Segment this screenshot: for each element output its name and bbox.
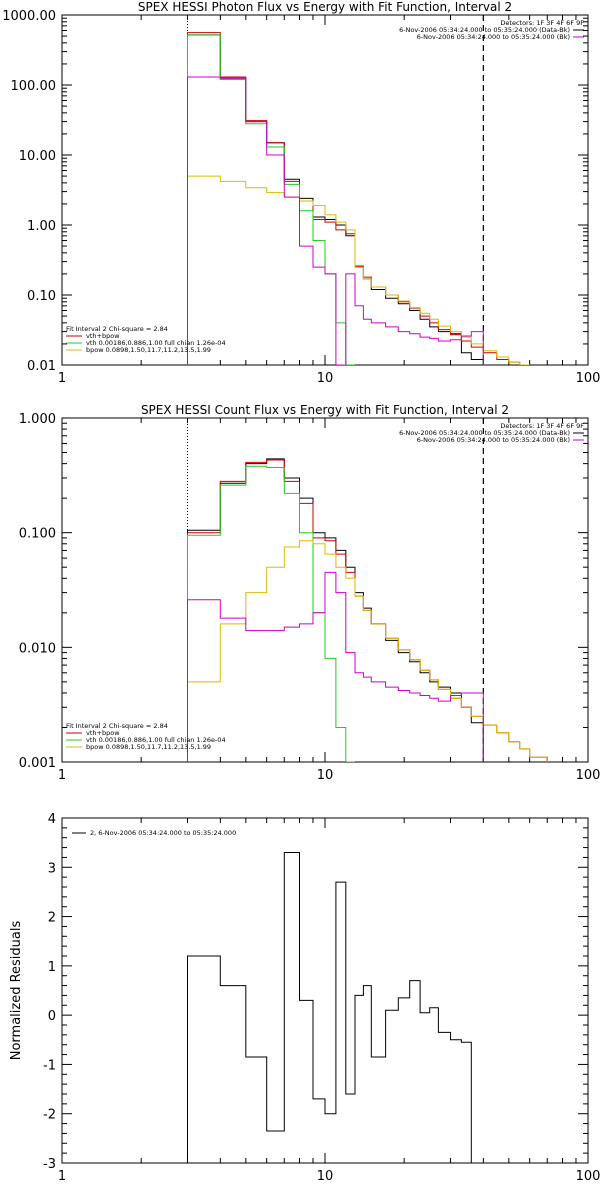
- series-vth-bpow: [187, 32, 530, 365]
- legend-entry: Detectors: 1F 3F 4F 6F 9F: [500, 422, 584, 430]
- y-tick-label: 10.00: [19, 149, 56, 164]
- x-tick-label: 1: [58, 371, 66, 386]
- legend-entry: Fit Interval 2 Chi-square = 2.84: [66, 722, 168, 730]
- y-axis: 0.001 0.010 0.100 1.000: [19, 412, 588, 771]
- legend-entry: vth 0.00186,0.886,1.00 full chian 1.26e-…: [86, 339, 226, 347]
- series-group: [187, 32, 530, 365]
- x-tick-label: 1: [58, 1169, 66, 1184]
- legend-entry: vth+bpow: [86, 332, 120, 340]
- y-tick-label: 100.00: [11, 79, 57, 94]
- series-group: [187, 458, 548, 762]
- y-tick-label: -3: [43, 1157, 56, 1172]
- series-vth-bpow: [187, 459, 548, 762]
- y-tick-label: 3: [48, 861, 56, 876]
- y-tick-label: 0.10: [27, 289, 56, 304]
- legend-entry: vth 0.00186,0.886,1.00 full chian 1.26e-…: [86, 736, 226, 744]
- plot-frame: [61, 14, 589, 366]
- chart-title: SPEX HESSI Count Flux vs Energy with Fit…: [141, 403, 509, 417]
- legend-entry: vth+bpow: [86, 729, 120, 737]
- y-tick-label: 1: [48, 960, 56, 975]
- series-bpow: [187, 175, 530, 365]
- series-bpow: [187, 540, 548, 762]
- series-vth: [187, 34, 355, 365]
- legend-bottom-left: Fit Interval 2 Chi-square = 2.84vth+bpow…: [66, 722, 226, 751]
- y-tick-label: 0.001: [19, 756, 56, 771]
- x-tick-label: 100: [576, 1169, 600, 1184]
- y-tick-label: 0.01: [27, 359, 56, 374]
- y-axis-label: Normalized Residuals: [9, 921, 24, 1061]
- y-tick-label: 2: [48, 911, 56, 926]
- x-tick-label: 1: [58, 768, 66, 783]
- series-vth: [187, 465, 355, 762]
- x-tick-label: 10: [317, 1169, 334, 1184]
- x-tick-label: 100: [576, 371, 600, 386]
- y-tick-label: -2: [43, 1108, 56, 1123]
- x-tick-label: 10: [317, 768, 334, 783]
- y-tick-label: 0.100: [19, 527, 56, 542]
- y-axis: 0.01 0.10 1.00 10.00 100.00 1000.00: [2, 9, 588, 374]
- chart-2: SPEX HESSI Count Flux vs Energy with Fit…: [19, 403, 600, 783]
- legend-top-right: Detectors: 1F 3F 4F 6F 9F6-Nov-2006 05:3…: [399, 422, 584, 444]
- legend-entry: Detectors: 1F 3F 4F 6F 9F: [500, 19, 584, 27]
- chart-1: SPEX HESSI Photon Flux vs Energy with Fi…: [2, 0, 600, 386]
- y-tick-label: 4: [48, 812, 56, 827]
- y-tick-label: 1.000: [19, 412, 56, 427]
- legend-entry: 6-Nov-2006 05:34:24.000 to 05:35:24.000 …: [417, 33, 570, 41]
- series-group: [187, 852, 484, 1163]
- x-axis: 1 10 100: [58, 818, 600, 1184]
- chart-3: 1 10 100 -3 -2 -1 0 1 2 3 4 Normalized Residuals 2, …: [9, 812, 600, 1184]
- chart-title: SPEX HESSI Photon Flux vs Energy with Fi…: [138, 0, 512, 14]
- legend-entry: bpow 0.0898,1.50,11.7,11.2,13.5,1.99: [86, 743, 211, 751]
- series-bk: [187, 571, 484, 762]
- legend-bottom-left: Fit Interval 2 Chi-square = 2.84vth+bpow…: [66, 325, 226, 354]
- x-axis: 1 10 100: [58, 15, 600, 386]
- legend-top-right: Detectors: 1F 3F 4F 6F 9F6-Nov-2006 05:3…: [399, 19, 584, 41]
- x-tick-label: 10: [317, 371, 334, 386]
- y-tick-label: 1.00: [27, 219, 56, 234]
- legend-entry: 6-Nov-2006 05:34:24.000 to 05:35:24.000 …: [399, 26, 570, 34]
- legend-residual: 2, 6-Nov-2006 05:34:24.000 to 05:35:24.0…: [72, 829, 236, 837]
- y-tick-label: 0.010: [19, 641, 56, 656]
- series-2-6-nov-2006-05-34-24-000-to-05-35-24-000: [187, 852, 484, 1163]
- x-tick-label: 100: [576, 768, 600, 783]
- x-axis: 1 10 100: [58, 418, 600, 783]
- series-bk: [187, 76, 484, 365]
- legend-entry: Fit Interval 2 Chi-square = 2.84: [66, 325, 168, 333]
- legend-entry: 6-Nov-2006 05:34:24.000 to 05:35:24.000 …: [417, 436, 570, 444]
- legend-entry: 6-Nov-2006 05:34:24.000 to 05:35:24.000 …: [399, 429, 570, 437]
- y-axis: -3 -2 -1 0 1 2 3 4: [43, 812, 588, 1172]
- legend-entry: bpow 0.0898,1.50,11.7,11.2,13.5,1.99: [86, 346, 211, 354]
- legend-entry: 2, 6-Nov-2006 05:34:24.000 to 05:35:24.0…: [90, 829, 236, 837]
- y-tick-label: 0: [48, 1009, 56, 1024]
- y-tick-label: -1: [43, 1058, 56, 1073]
- y-tick-label: 1000.00: [2, 9, 56, 24]
